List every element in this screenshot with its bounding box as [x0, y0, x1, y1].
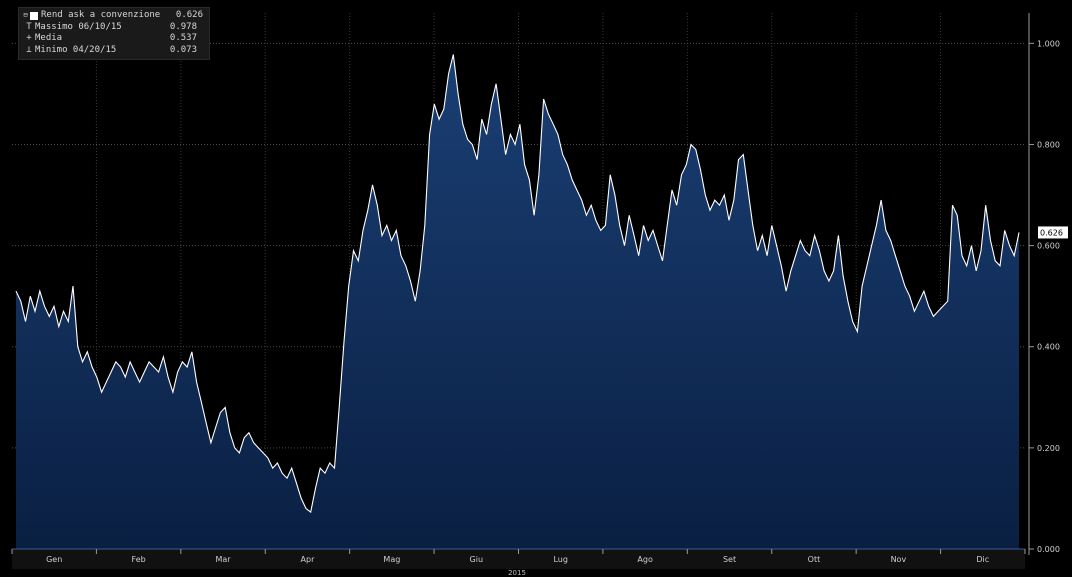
legend-label: Rend ask a convenzione — [41, 10, 161, 20]
legend-value: 0.626 — [175, 10, 203, 20]
last-value-label: 0.626 — [1040, 228, 1063, 237]
legend-row-series: ⊟ Rend ask a convenzione 0.626 — [23, 10, 203, 22]
legend: ⊟ Rend ask a convenzione 0.626 T Massimo… — [18, 7, 210, 60]
legend-row-mean: + Media 0.537 — [23, 33, 203, 45]
series-area — [16, 54, 1019, 549]
series-color-swatch-icon — [30, 11, 38, 20]
series-line — [15, 54, 1020, 514]
legend-label: Minimo 04/20/15 — [35, 44, 117, 55]
x-axis-caption: 2015 — [508, 569, 526, 577]
y-tick-label: 0.800 — [1037, 140, 1060, 149]
x-tick-label: Giu — [470, 555, 484, 564]
x-tick-label: Apr — [301, 555, 316, 564]
x-tick-label: Lug — [553, 555, 567, 564]
last-value-box — [1038, 226, 1068, 239]
legend-row-min: ⊥ Minimo 04/20/15 0.073 — [23, 45, 203, 57]
max-marker-icon: T — [26, 21, 32, 32]
y-tick-label: 0.600 — [1037, 242, 1060, 251]
legend-value: 0.978 — [169, 21, 197, 32]
x-tick-label: Dic — [976, 555, 989, 564]
min-marker-icon: ⊥ — [26, 44, 32, 55]
y-tick-label: 1.000 — [1037, 39, 1060, 48]
x-tick-label: Set — [723, 555, 736, 564]
x-tick-label: Mar — [215, 555, 231, 564]
x-tick-label: Feb — [132, 555, 146, 564]
legend-row-max: T Massimo 06/10/15 0.978 — [23, 22, 203, 34]
y-tick-label: 0.400 — [1037, 343, 1060, 352]
legend-label: Media — [35, 33, 63, 43]
x-tick-label: Ago — [637, 555, 653, 564]
y-tick-label: 0.200 — [1037, 444, 1060, 453]
mean-marker-icon: + — [26, 33, 32, 43]
x-tick-label: Nov — [891, 555, 907, 564]
y-tick-label: 0.000 — [1037, 545, 1060, 554]
x-tick-label: Mag — [383, 555, 400, 564]
legend-label: Massimo 06/10/15 — [35, 21, 122, 32]
x-tick-label: Ott — [808, 555, 821, 564]
x-tick-label: Gen — [46, 555, 62, 564]
legend-collapse-icon[interactable]: ⊟ — [23, 11, 28, 19]
legend-value: 0.537 — [169, 33, 197, 43]
legend-value: 0.073 — [169, 44, 197, 55]
